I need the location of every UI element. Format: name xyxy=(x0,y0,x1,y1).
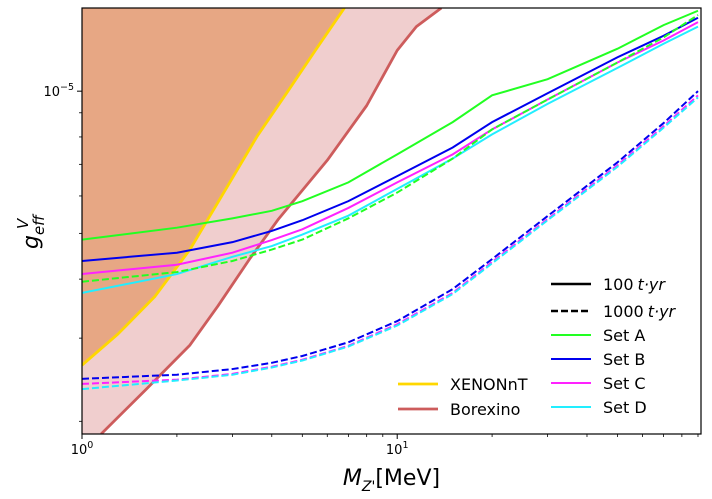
legend-label-borexino: Borexino xyxy=(450,400,520,419)
legend-label-1000-tyr: 1000 t·yr xyxy=(603,302,677,321)
y-axis-label: geffV xyxy=(14,213,48,249)
legend-label-100-tyr: 100 t·yr xyxy=(603,275,666,294)
y-tick-label: 10−5 xyxy=(43,82,74,100)
set-d-1000-tyr-line xyxy=(82,96,699,391)
x-tick-label: 101 xyxy=(386,440,409,458)
legend-label-set-b: Set B xyxy=(603,350,645,369)
legend: 100 t·yr 1000 t·yr Set A Set B Set C Set D XENON… xyxy=(398,275,677,419)
legend-label-set-d: Set D xyxy=(603,398,647,417)
lines-layer xyxy=(82,9,699,391)
axes-layer: 100 101 10−5 MZ'[MeV] geffV xyxy=(14,7,702,495)
borexino-excluded-region xyxy=(82,8,442,434)
xenonnt-boundary-line xyxy=(82,8,346,367)
set-c-100-tyr-line xyxy=(82,21,699,276)
legend-label-set-c: Set C xyxy=(603,374,646,393)
legend-label-set-a: Set A xyxy=(603,326,645,345)
set-a-100-tyr-line xyxy=(82,9,699,241)
set-d-100-tyr-line xyxy=(82,25,699,294)
x-tick-label: 100 xyxy=(71,440,94,458)
set-b-100-tyr-line xyxy=(82,16,699,262)
legend-label-xenonnt: XENONnT xyxy=(450,375,528,394)
x-axis-label: MZ'[MeV] xyxy=(343,466,440,495)
plot-frame xyxy=(81,7,702,435)
set-a-1000-tyr-line xyxy=(82,14,699,283)
set-b-1000-tyr-line xyxy=(82,90,699,380)
borexino-boundary-line xyxy=(100,8,443,434)
